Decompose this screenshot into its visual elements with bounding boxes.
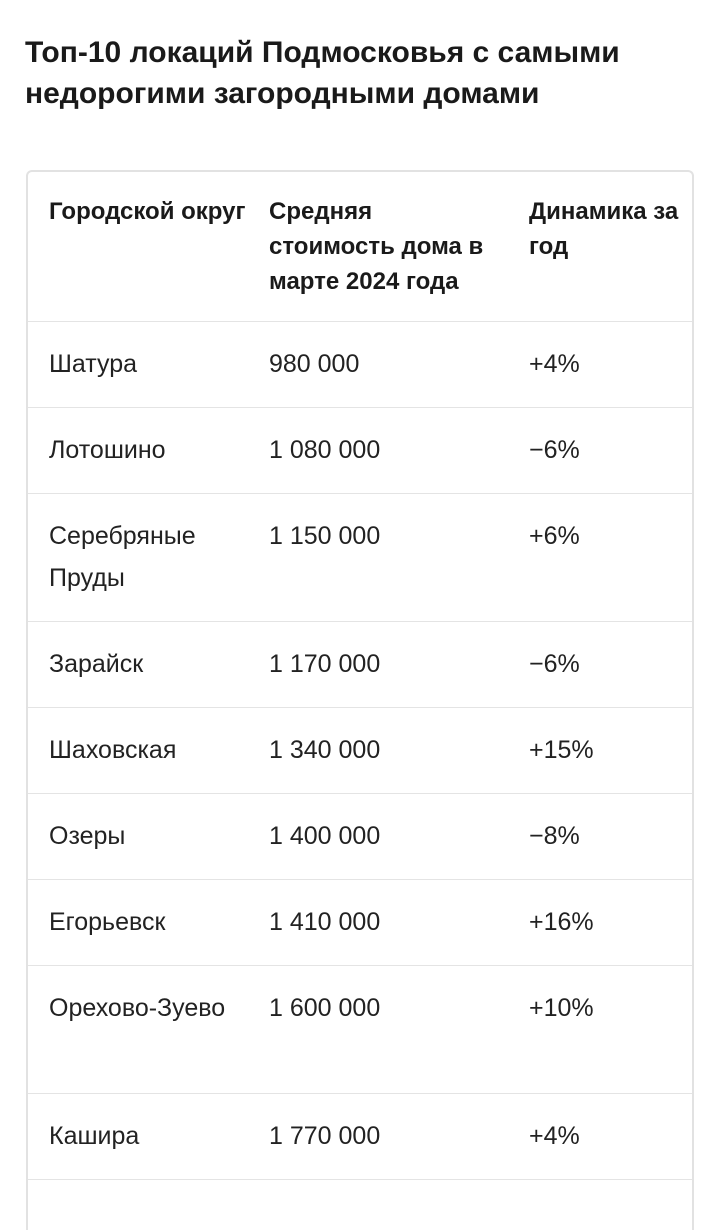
table-row: Егорьевск 1 410 000 +16% [28,880,692,966]
column-header-district: Городской округ [28,172,248,322]
price-table-container: Городской округ Средняя стоимость дома в… [26,170,694,1230]
change-cell: +15% [502,708,692,794]
table-row: Орехово-Зуево 1 600 000 +10% [28,966,692,1094]
district-cell: Зарайск [28,622,248,708]
price-cell: 1 170 000 [248,622,502,708]
district-cell [28,1180,248,1230]
price-cell: 1 770 000 [248,1094,502,1180]
column-header-change: Динамика за год [502,172,692,322]
district-cell: Лотошино [28,408,248,494]
price-cell [248,1180,502,1230]
price-cell: 1 600 000 [248,966,502,1094]
page-title: Топ-10 локаций Подмосковья с самыми недо… [25,32,705,114]
price-cell: 1 400 000 [248,794,502,880]
district-cell: Серебряные Пруды [28,494,248,622]
change-cell: +4% [502,1094,692,1180]
district-cell: Озеры [28,794,248,880]
table-row [28,1180,692,1230]
price-cell: 980 000 [248,322,502,408]
change-cell: +6% [502,494,692,622]
price-table: Городской округ Средняя стоимость дома в… [28,172,692,1230]
table-row: Шаховская 1 340 000 +15% [28,708,692,794]
change-cell: +4% [502,322,692,408]
district-cell: Орехово-Зуево [28,966,248,1094]
price-cell: 1 150 000 [248,494,502,622]
price-cell: 1 410 000 [248,880,502,966]
district-cell: Кашира [28,1094,248,1180]
table-row: Лотошино 1 080 000 −6% [28,408,692,494]
district-cell: Егорьевск [28,880,248,966]
change-cell: −8% [502,794,692,880]
district-cell: Шатура [28,322,248,408]
district-cell: Шаховская [28,708,248,794]
price-cell: 1 080 000 [248,408,502,494]
price-cell: 1 340 000 [248,708,502,794]
change-cell [502,1180,692,1230]
table-row: Зарайск 1 170 000 −6% [28,622,692,708]
table-row: Кашира 1 770 000 +4% [28,1094,692,1180]
change-cell: +16% [502,880,692,966]
change-cell: −6% [502,408,692,494]
change-cell: +10% [502,966,692,1094]
table-row: Серебряные Пруды 1 150 000 +6% [28,494,692,622]
table-row: Озеры 1 400 000 −8% [28,794,692,880]
table-header-row: Городской округ Средняя стоимость дома в… [28,172,692,322]
table-row: Шатура 980 000 +4% [28,322,692,408]
change-cell: −6% [502,622,692,708]
column-header-price: Средняя стоимость дома в марте 2024 года [248,172,502,322]
